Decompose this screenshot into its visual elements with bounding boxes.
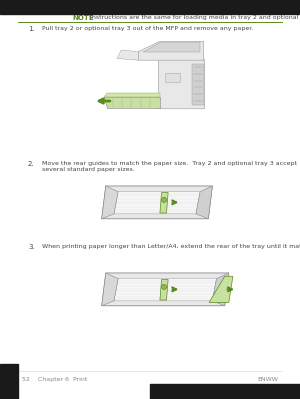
Bar (150, 384, 300, 399)
Polygon shape (138, 41, 204, 60)
Polygon shape (142, 41, 200, 52)
Polygon shape (160, 193, 168, 213)
Text: Instructions are the same for loading media in tray 2 and optional tray 3.: Instructions are the same for loading me… (90, 16, 300, 20)
Text: 52    Chapter 6  Print: 52 Chapter 6 Print (22, 377, 87, 382)
Bar (0, 364, 18, 399)
Polygon shape (104, 93, 160, 97)
Polygon shape (212, 273, 229, 306)
Circle shape (162, 198, 167, 202)
Circle shape (162, 284, 167, 289)
Text: ENWW: ENWW (257, 377, 278, 382)
Text: 2.: 2. (28, 161, 34, 167)
Polygon shape (117, 50, 138, 60)
Polygon shape (114, 279, 217, 301)
Polygon shape (114, 192, 200, 214)
Polygon shape (160, 280, 168, 300)
Polygon shape (196, 186, 212, 219)
Text: 1.: 1. (28, 26, 35, 32)
Polygon shape (209, 276, 233, 302)
Text: 3.: 3. (28, 244, 35, 250)
Bar (0, 0, 300, 14)
Polygon shape (102, 186, 212, 219)
Polygon shape (104, 97, 160, 108)
Text: Move the rear guides to match the paper size.  Tray 2 and optional tray 3 accept: Move the rear guides to match the paper … (42, 161, 297, 172)
Text: When printing paper longer than Letter/A4, extend the rear of the tray until it : When printing paper longer than Letter/A… (42, 244, 300, 249)
Text: NOTE: NOTE (72, 15, 94, 21)
Bar (192, 65, 204, 105)
Text: Pull tray 2 or optional tray 3 out of the MFP and remove any paper.: Pull tray 2 or optional tray 3 out of th… (42, 26, 253, 31)
FancyBboxPatch shape (166, 73, 180, 83)
Polygon shape (102, 273, 229, 306)
FancyBboxPatch shape (158, 59, 205, 109)
Polygon shape (102, 273, 118, 306)
Polygon shape (102, 186, 118, 219)
